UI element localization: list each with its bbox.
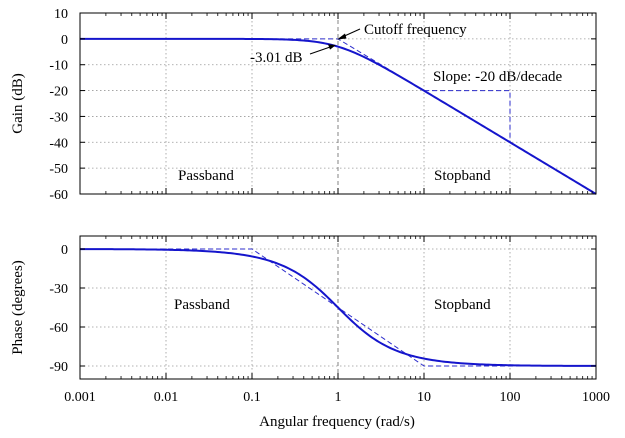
gain-y-tick-label: -20 xyxy=(49,85,68,100)
gain-y-tick-label: 0 xyxy=(61,33,68,48)
cutoff-arrowhead xyxy=(337,33,347,40)
phase-y-tick-label: -30 xyxy=(49,282,68,297)
gain-y-tick-label: -40 xyxy=(49,136,68,151)
phase-response-line xyxy=(79,248,597,367)
gain-y-tick-label: -50 xyxy=(49,162,68,177)
x-tick-label: 0.01 xyxy=(154,390,179,405)
phase-y-tick-label: 0 xyxy=(61,243,68,258)
x-axis-label: Angular frequency (rad/s) xyxy=(259,414,415,430)
phase-y-ticks: 0 -30 -60 -90 xyxy=(49,243,596,375)
phase-y-tick-label: -60 xyxy=(49,321,68,336)
x-tick-label: 100 xyxy=(500,390,521,405)
gain-grid xyxy=(80,13,596,194)
x-tick-label: 0.001 xyxy=(64,390,96,405)
phase-x-ticks: 0.001 0.01 0.1 1 10 100 1000 xyxy=(64,236,610,405)
gain-y-tick-label: -60 xyxy=(49,188,68,203)
minus3db-annotation: -3.01 dB xyxy=(250,44,336,66)
gain-passband-label: Passband xyxy=(178,168,234,184)
gain-curve xyxy=(80,37,597,195)
slope-label: Slope: -20 dB/decade xyxy=(433,69,562,85)
phase-passband-label: Passband xyxy=(174,297,230,313)
x-tick-label: 0.1 xyxy=(243,390,261,405)
gain-stopband-label: Stopband xyxy=(434,168,491,184)
phase-y-axis-label: Phase (degrees) xyxy=(10,260,26,355)
phase-panel: 0 -30 -60 -90 0.001 0.01 0.1 1 10 100 1000 Phase … xyxy=(10,235,610,430)
x-tick-label: 1000 xyxy=(582,390,610,405)
gain-plot-frame xyxy=(79,12,597,195)
gain-y-axis-label: Gain (dB) xyxy=(10,73,26,133)
gain-response-line xyxy=(80,37,597,195)
cutoff-annotation: Cutoff frequency xyxy=(337,22,467,40)
gain-y-tick-label: -30 xyxy=(49,110,68,125)
phase-curve xyxy=(79,248,597,367)
gain-y-tick-label: -10 xyxy=(49,59,68,74)
minus3db-arrowhead xyxy=(328,44,336,50)
gain-panel: 10 0 -10 -20 -30 -40 -50 -60 Gain (dB) Cutoff f… xyxy=(10,7,597,203)
x-tick-label: 10 xyxy=(417,390,431,405)
x-tick-label: 1 xyxy=(335,390,342,405)
gain-y-tick-label: 10 xyxy=(54,7,68,22)
slope-triangle xyxy=(424,90,511,143)
gain-y-ticks: 10 0 -10 -20 -30 -40 -50 -60 xyxy=(49,7,597,203)
cutoff-frequency-label: Cutoff frequency xyxy=(364,22,467,38)
minus3db-label: -3.01 dB xyxy=(250,50,303,66)
phase-stopband-label: Stopband xyxy=(434,297,491,313)
phase-y-tick-label: -90 xyxy=(49,360,68,375)
